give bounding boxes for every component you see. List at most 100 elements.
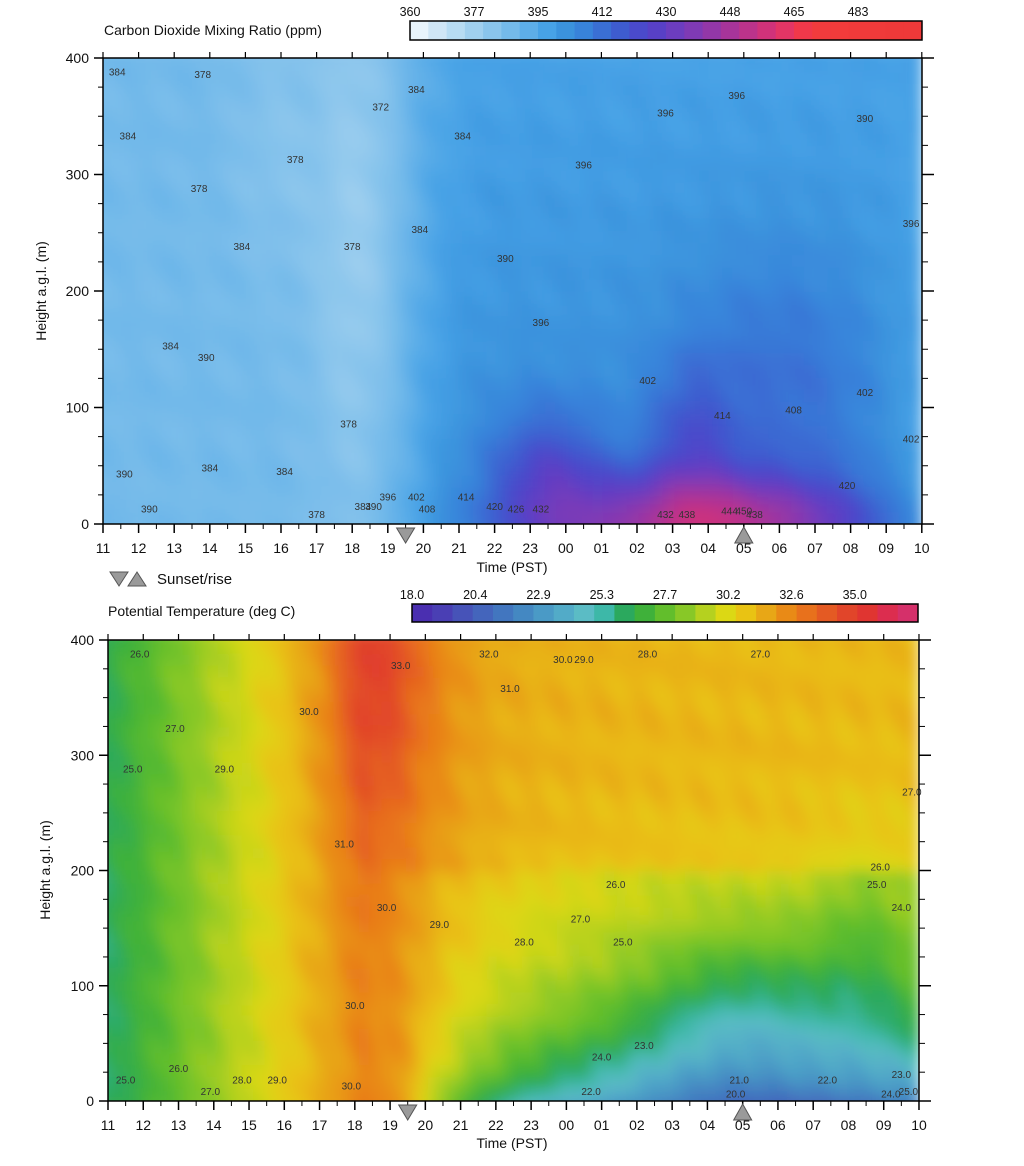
field-cell — [568, 786, 581, 799]
field-cell — [148, 895, 161, 908]
field-cell — [167, 71, 180, 84]
field-cell — [639, 475, 652, 488]
field-cell — [108, 156, 121, 169]
field-cell — [183, 701, 196, 714]
field-cell — [816, 267, 829, 280]
field-cell — [226, 499, 239, 512]
field-cell — [265, 858, 278, 871]
field-cell — [615, 413, 628, 426]
field-cell — [214, 230, 227, 243]
field-cell — [568, 340, 581, 353]
field-cell — [615, 450, 628, 463]
field-cell — [218, 1052, 231, 1065]
field-cell — [323, 1088, 336, 1101]
field-cell — [288, 677, 301, 690]
field-cell — [568, 992, 581, 1005]
field-cell — [839, 120, 852, 133]
field-cell — [214, 291, 227, 304]
field-cell — [827, 499, 840, 512]
field-cell — [311, 1016, 324, 1029]
field-cell — [721, 462, 734, 475]
field-cell — [473, 523, 486, 536]
field-cell — [190, 169, 203, 182]
field-cell — [273, 267, 286, 280]
field-cell — [780, 462, 793, 475]
field-cell — [288, 641, 301, 654]
colorbar-tick-label: 483 — [848, 5, 869, 19]
field-cell — [370, 858, 383, 871]
field-cell — [428, 992, 441, 1005]
field-cell — [241, 677, 254, 690]
field-cell — [214, 181, 227, 194]
field-cell — [592, 955, 605, 968]
field-cell — [721, 156, 734, 169]
field-cell — [124, 774, 137, 787]
field-cell — [473, 316, 486, 329]
field-cell — [839, 181, 852, 194]
field-cell — [89, 822, 102, 835]
field-cell — [171, 1028, 184, 1041]
field-cell — [89, 883, 102, 896]
field-cell — [510, 786, 523, 799]
field-cell — [391, 475, 404, 488]
field-cell — [733, 156, 746, 169]
field-cell — [487, 1004, 500, 1017]
field-cell — [544, 462, 557, 475]
field-cell — [124, 834, 137, 847]
field-cell — [370, 1004, 383, 1017]
field-cell — [381, 1088, 394, 1101]
field-cell — [851, 438, 864, 451]
field-cell — [510, 1088, 523, 1101]
field-cell — [136, 737, 149, 750]
field-cell — [568, 955, 581, 968]
field-cell — [311, 992, 324, 1005]
field-cell — [226, 536, 239, 549]
field-cell — [159, 907, 172, 920]
colorbar-swatch — [412, 604, 433, 622]
field-cell — [686, 193, 699, 206]
field-cell — [568, 883, 581, 896]
field-cell — [417, 834, 430, 847]
field-cell — [745, 193, 758, 206]
field-cell — [768, 499, 781, 512]
field-cell — [875, 291, 888, 304]
field-cell — [487, 810, 500, 823]
field-cell — [379, 83, 392, 96]
field-cell — [662, 413, 675, 426]
field-cell — [136, 992, 149, 1005]
field-cell — [886, 108, 899, 121]
field-cell — [733, 389, 746, 402]
field-cell — [391, 377, 404, 390]
field-cell — [391, 340, 404, 353]
field-cell — [391, 181, 404, 194]
field-cell — [580, 762, 593, 775]
field-cell — [510, 810, 523, 823]
field-cell — [148, 822, 161, 835]
field-cell — [463, 677, 476, 690]
field-cell — [522, 992, 535, 1005]
field-cell — [288, 737, 301, 750]
field-cell — [249, 475, 262, 488]
field-cell — [253, 907, 266, 920]
field-cell — [159, 883, 172, 896]
field-cell — [463, 931, 476, 944]
field-cell — [627, 328, 640, 341]
field-cell — [556, 267, 569, 280]
field-cell — [533, 689, 546, 702]
field-cell — [686, 144, 699, 157]
contour-label: 396 — [379, 493, 396, 504]
field-cell — [521, 364, 534, 377]
field-cell — [297, 120, 310, 133]
field-cell — [249, 267, 262, 280]
field-cell — [190, 230, 203, 243]
field-cell — [639, 132, 652, 145]
field-cell — [544, 536, 557, 549]
field-cell — [816, 169, 829, 182]
field-cell — [124, 1028, 137, 1041]
field-cell — [497, 523, 510, 536]
field-cell — [273, 438, 286, 451]
field-cell — [179, 316, 192, 329]
field-cell — [238, 401, 251, 414]
field-cell — [113, 774, 126, 787]
field-cell — [780, 71, 793, 84]
